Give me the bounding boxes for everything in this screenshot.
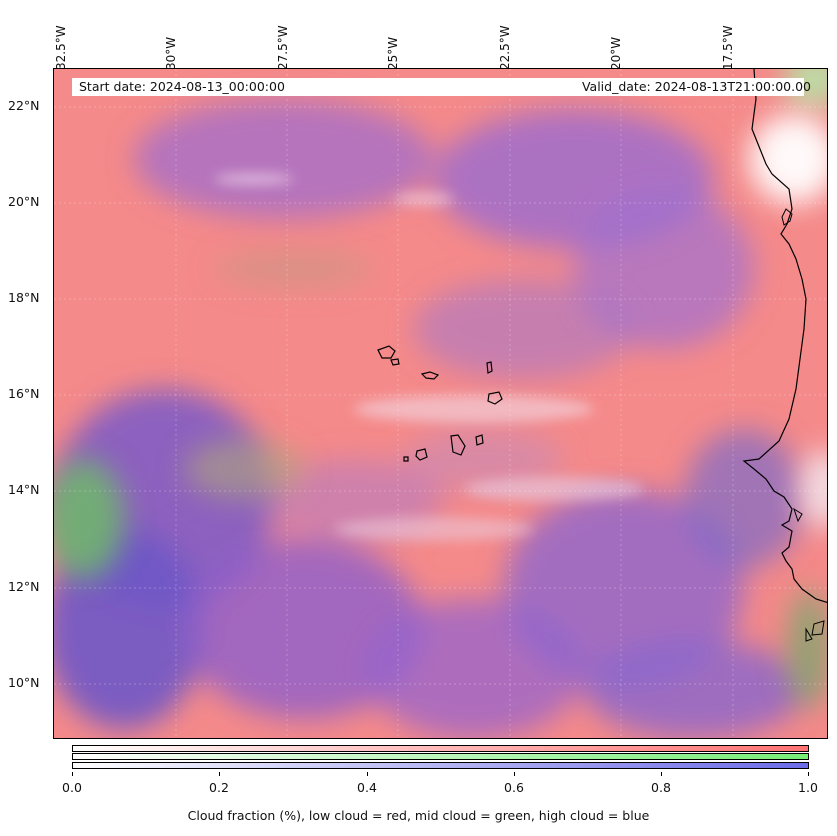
mid-cloud-colorbar [72,753,809,760]
map-canvas [54,69,827,738]
lat-label: 16°N [8,386,40,401]
colorbar-tick-label: 0.2 [209,780,229,795]
lon-label: 17.5°W [721,25,735,70]
island-santiago [450,434,466,456]
colorbar-tick [514,772,515,776]
island-sao-vicente [390,358,400,366]
lon-label: 32.5°W [54,25,68,70]
colorbar-tick-label: 0.6 [504,780,524,795]
colorbar [72,745,809,771]
high-cloud-colorbar [72,762,809,769]
start-date-label: Start date: 2024-08-13_00:00:00 [79,79,285,94]
lon-label: 22.5°W [498,25,512,70]
thin-cloud-streaks [214,173,644,541]
lon-label: 27.5°W [276,25,290,70]
lat-label: 12°N [8,579,40,594]
lat-label: 14°N [8,482,40,497]
coastline-detail [781,208,825,642]
colorbar-tick-label: 0.0 [62,780,82,795]
lat-label: 22°N [8,98,40,113]
island-sal [486,361,493,374]
low-cloud-colorbar [72,745,809,752]
lon-label: 20°W [609,36,623,70]
mid-cloud-patches [54,69,827,709]
cloud-fraction-map: Start date: 2024-08-13_00:00:00 Valid_da… [53,68,828,739]
lat-label: 18°N [8,290,40,305]
colorbar-tick-label: 0.8 [651,780,671,795]
date-info-bar: Start date: 2024-08-13_00:00:00 Valid_da… [72,78,811,96]
high-cloud-patches [54,99,804,738]
island-santo-antao [377,345,396,359]
graticule [54,69,827,738]
lat-label: 10°N [8,675,40,690]
island-maio [475,434,484,446]
lon-label: 25°W [386,36,400,70]
colorbar-tick [367,772,368,776]
africa-coastline [742,69,827,604]
colorbar-tick [72,772,73,776]
lon-label: 30°W [164,36,178,70]
colorbar-tick [219,772,220,776]
colorbar-title: Cloud fraction (%), low cloud = red, mid… [187,808,650,823]
island-boa-vista [487,391,503,405]
island-fogo [415,448,428,461]
colorbar-tick [661,772,662,776]
colorbar-tick-label: 0.4 [357,780,377,795]
colorbar-tick [808,772,809,776]
cape-verde-islands [377,345,503,462]
island-brava [403,456,409,462]
lat-label: 20°N [8,194,40,209]
valid-date-label: Valid_date: 2024-08-13T21:00:00.00 [581,79,811,94]
colorbar-tick-label: 1.0 [798,780,818,795]
coastal-clear-area [749,114,827,529]
island-sao-nicolau [420,371,440,380]
